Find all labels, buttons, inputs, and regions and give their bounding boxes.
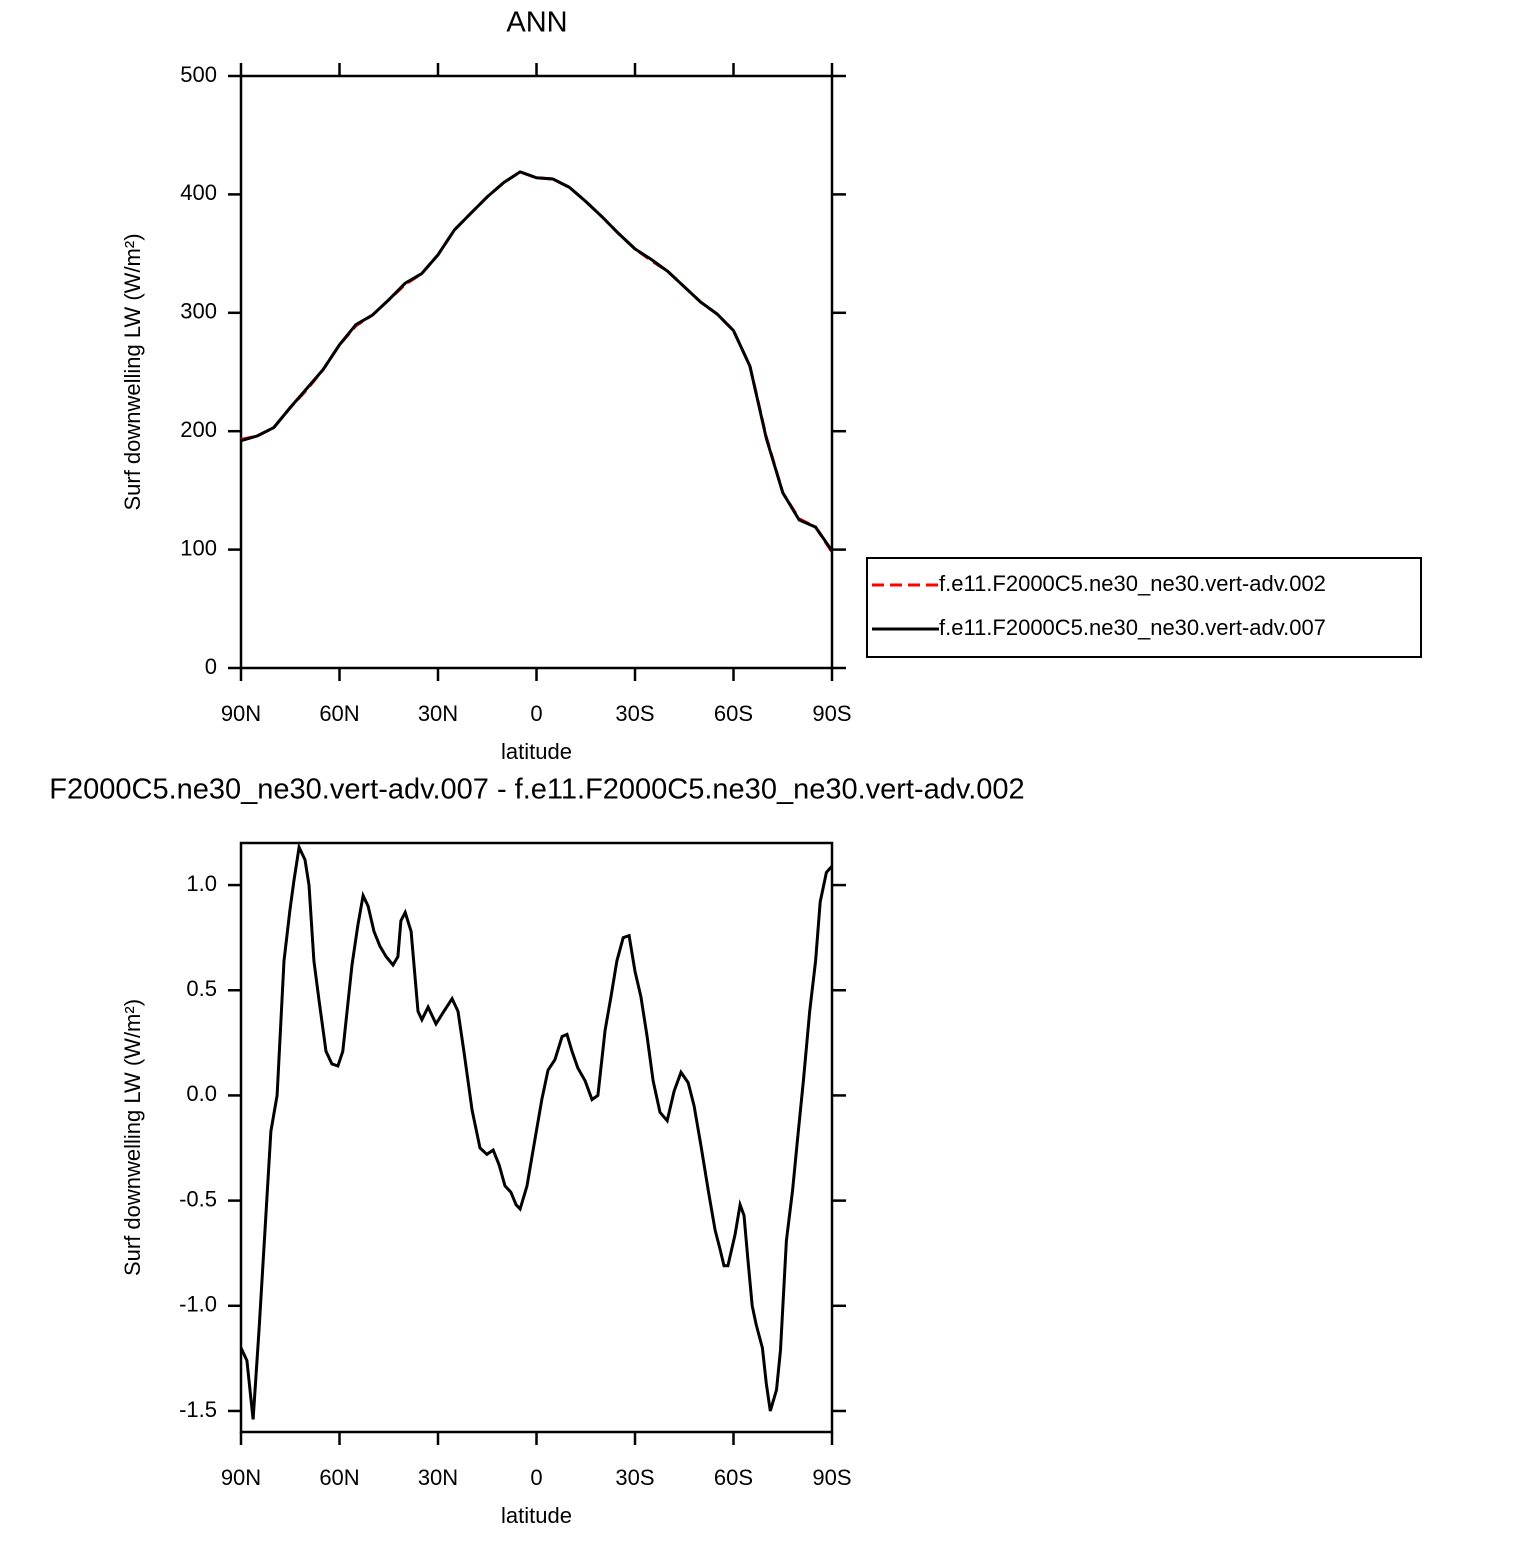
chart-title: F2000C5.ne30_ne30.vert-adv.007 - f.e11.F… (49, 774, 1024, 806)
y-tick-label: -1.0 (179, 1292, 217, 1317)
y-tick-label: 0.0 (186, 1081, 217, 1106)
x-tick-label: 60S (714, 701, 753, 726)
legend-label: f.e11.F2000C5.ne30_ne30.vert-adv.002 (939, 571, 1326, 596)
x-tick-label: 60S (714, 1465, 753, 1490)
x-tick-label: 90S (812, 701, 851, 726)
chart-title: ANN (506, 7, 567, 39)
y-axis-label: Surf downwelling LW (W/m²) (120, 999, 145, 1276)
y-tick-label: 200 (180, 417, 217, 442)
x-tick-label: 30N (418, 1465, 458, 1490)
x-tick-label: 0 (530, 701, 542, 726)
y-tick-label: 0.5 (186, 976, 217, 1001)
x-tick-label: 90N (221, 701, 261, 726)
x-axis-label: latitude (501, 1503, 572, 1528)
x-tick-label: 60N (319, 1465, 359, 1490)
x-tick-label: 30S (615, 1465, 654, 1490)
data-line (239, 842, 834, 1420)
y-axis-label: Surf downwelling LW (W/m²) (120, 233, 145, 510)
y-tick-label: 300 (180, 299, 217, 324)
x-tick-label: 60N (319, 701, 359, 726)
y-tick-label: -1.5 (179, 1397, 217, 1422)
y-tick-label: 1.0 (186, 871, 217, 896)
x-tick-label: 30N (418, 701, 458, 726)
x-axis-label: latitude (501, 739, 572, 764)
x-tick-label: 0 (530, 1465, 542, 1490)
legend-label: f.e11.F2000C5.ne30_ne30.vert-adv.007 (939, 615, 1326, 640)
legend-box (866, 557, 1422, 658)
plot-frame (239, 74, 834, 670)
x-tick-label: 30S (615, 701, 654, 726)
data-line (240, 170, 834, 552)
y-tick-label: 500 (180, 62, 217, 87)
y-tick-label: 0 (205, 654, 217, 679)
y-tick-label: 400 (180, 180, 217, 205)
y-tick-label: -0.5 (179, 1186, 217, 1211)
x-tick-label: 90N (221, 1465, 261, 1490)
y-tick-label: 100 (180, 535, 217, 560)
x-tick-label: 90S (812, 1465, 851, 1490)
